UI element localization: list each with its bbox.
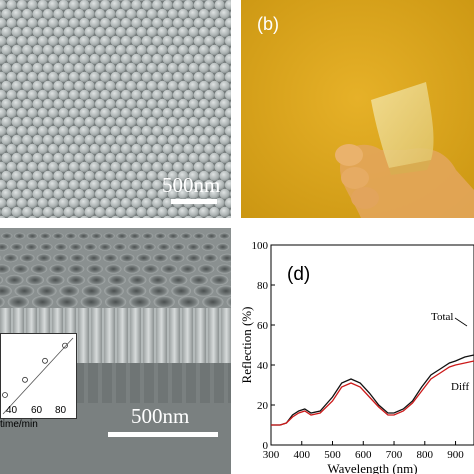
series-line-diff [271,360,474,426]
inset-point [22,376,28,383]
y-tick-label: 100 [252,240,269,252]
photo-panel: (b) [241,0,474,218]
scale-bar-label-c: 500nm [131,404,190,428]
panel-d-label: (d) [287,264,310,285]
inset-tick-1: 40 [6,405,18,416]
inset-point [62,342,68,349]
x-tick-label: 700 [386,449,403,461]
x-tick-label: 500 [324,449,341,461]
inset-xlabel: time/min [0,419,38,430]
inset-chart [2,337,74,415]
x-tick-label: 300 [263,449,280,461]
inset-point [2,392,8,398]
total-annotation: Total [431,311,453,323]
inset-point [42,357,48,364]
sem-sphere-array-image [0,0,231,218]
y-tick-label: 80 [257,280,269,292]
inset-tick-2: 60 [31,405,43,416]
x-tick-label: 400 [294,449,311,461]
film-photo-image [241,0,474,218]
y-tick-label: 60 [257,320,269,332]
inset-plot [0,333,77,419]
scale-bar-c [108,432,218,437]
inset-tick-3: 80 [55,405,67,416]
x-tick-label: 600 [355,449,372,461]
x-axis-label: Wavelength (nm) [327,461,417,474]
total-pointer [454,317,468,327]
reflection-chart-panel: 0 20 40 60 80 100 300 400 500 600 700 800 900 Wavelen… [241,228,474,474]
series-line-total [271,354,474,426]
panel-b-label: (b) [257,14,279,34]
scale-bar [171,199,217,204]
reflection-chart: 0 20 40 60 80 100 300 400 500 600 700 800 900 Wavelen… [241,240,474,474]
scale-bar-label: 500nm [162,173,221,197]
y-axis-label: Reflection (%) [241,307,254,384]
y-tick-label: 40 [257,360,269,372]
sem-top-view-panel: 500nm [0,0,231,218]
y-tick-label: 20 [257,400,269,412]
plot-frame [270,244,474,446]
diffuse-annotation: Diff [451,381,469,393]
x-tick-label: 900 [447,449,464,461]
x-tick-label: 800 [417,449,434,461]
y-tick-label: 0 [263,440,269,452]
